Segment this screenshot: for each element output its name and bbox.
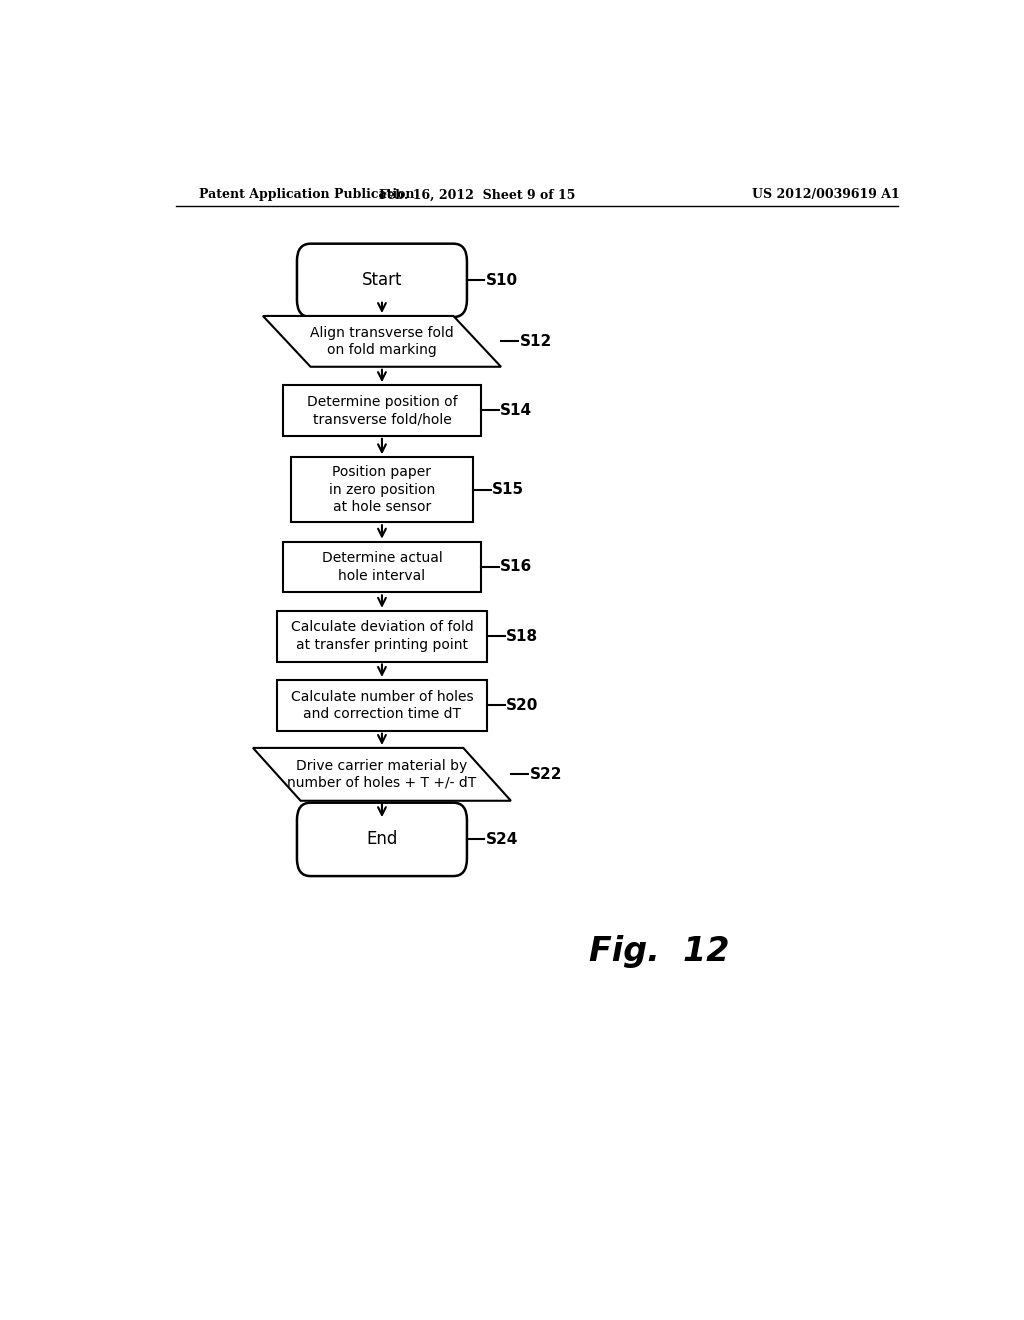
Text: S16: S16 xyxy=(500,560,532,574)
Bar xyxy=(276,611,487,661)
Bar xyxy=(291,457,473,523)
Text: Patent Application Publication: Patent Application Publication xyxy=(200,189,415,202)
Bar xyxy=(276,680,487,731)
Text: Align transverse fold
on fold marking: Align transverse fold on fold marking xyxy=(310,326,454,356)
FancyBboxPatch shape xyxy=(297,803,467,876)
Text: Determine actual
hole interval: Determine actual hole interval xyxy=(322,552,442,582)
Text: S18: S18 xyxy=(506,628,539,644)
Text: Calculate deviation of fold
at transfer printing point: Calculate deviation of fold at transfer … xyxy=(291,620,473,652)
Text: S12: S12 xyxy=(520,334,552,348)
Text: Feb. 16, 2012  Sheet 9 of 15: Feb. 16, 2012 Sheet 9 of 15 xyxy=(379,189,575,202)
Text: Determine position of
transverse fold/hole: Determine position of transverse fold/ho… xyxy=(306,395,458,426)
Polygon shape xyxy=(253,748,511,801)
Text: US 2012/0039619 A1: US 2012/0039619 A1 xyxy=(753,189,900,202)
Polygon shape xyxy=(263,315,501,367)
FancyBboxPatch shape xyxy=(297,244,467,317)
Text: S10: S10 xyxy=(486,273,518,288)
Text: S15: S15 xyxy=(493,482,524,498)
Text: Position paper
in zero position
at hole sensor: Position paper in zero position at hole … xyxy=(329,466,435,513)
Text: Fig.  12: Fig. 12 xyxy=(590,935,730,968)
Text: End: End xyxy=(367,830,397,849)
Text: S14: S14 xyxy=(500,403,532,418)
Text: S22: S22 xyxy=(530,767,562,781)
Text: S24: S24 xyxy=(486,832,518,847)
Bar xyxy=(283,385,481,436)
Text: Start: Start xyxy=(361,272,402,289)
Bar xyxy=(283,541,481,593)
Text: S20: S20 xyxy=(506,698,539,713)
Text: Calculate number of holes
and correction time dT: Calculate number of holes and correction… xyxy=(291,689,473,721)
Text: Drive carrier material by
number of holes + T +/- dT: Drive carrier material by number of hole… xyxy=(288,759,476,789)
